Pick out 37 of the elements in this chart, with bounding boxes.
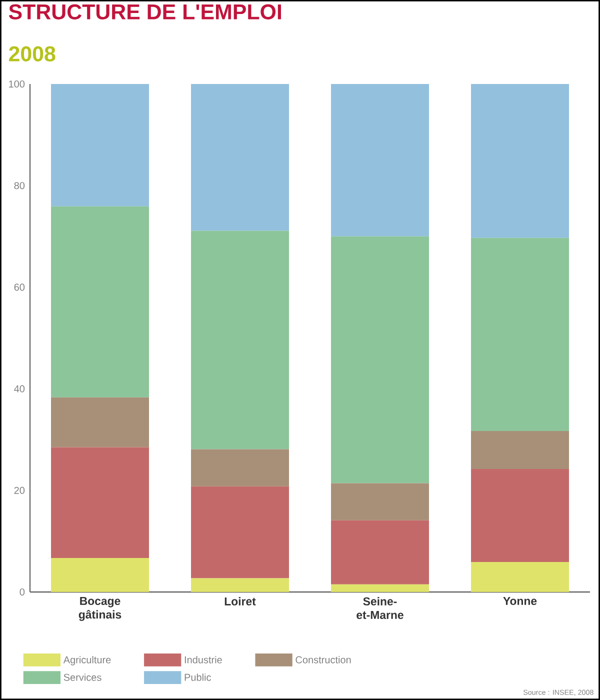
x-tick-label: Loiret [224, 597, 256, 606]
bar [191, 230, 289, 450]
bar [191, 449, 289, 486]
bar [330, 483, 429, 520]
legend-label: Construction [296, 656, 351, 664]
bar [191, 578, 289, 592]
bar [470, 430, 569, 470]
bar [51, 84, 149, 206]
y-tick-label: 40 [14, 385, 25, 392]
bar [191, 84, 289, 231]
bar [191, 486, 289, 578]
x-tick-label: Bocage gâtinais [78, 597, 122, 621]
bar [330, 520, 429, 584]
x-tick-label: Seine-et-Marne [356, 597, 404, 620]
y-tick-label: 20 [14, 486, 25, 494]
bar [470, 562, 569, 592]
bar [330, 84, 429, 236]
legend-label: Services [64, 674, 102, 681]
bar [51, 558, 149, 592]
bar [330, 236, 429, 484]
bar [470, 238, 569, 431]
y-tick-label: 60 [14, 284, 25, 291]
chart-subtitle: 2008 [9, 46, 56, 62]
y-tick-label: 100 [9, 80, 25, 88]
x-tick-label: Yonne [503, 597, 537, 606]
bar [51, 397, 149, 448]
bar [51, 206, 149, 398]
chart-title: STRUCTURE DE L'EMPLOI [8, 4, 281, 20]
legend-label: Public [184, 674, 211, 681]
bar [470, 469, 569, 562]
bar [330, 584, 429, 592]
y-tick-label: 0 [20, 588, 25, 596]
legend-label: Agriculture [63, 656, 111, 666]
y-tick-label: 80 [14, 182, 25, 190]
bar [470, 84, 569, 238]
legend-label: Industrie [184, 656, 222, 664]
bar [51, 447, 149, 558]
